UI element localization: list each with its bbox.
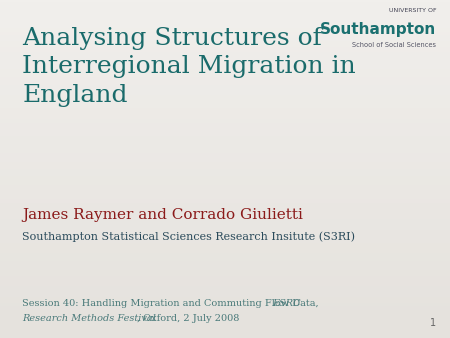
Text: Research Methods Festival: Research Methods Festival	[22, 314, 157, 323]
Text: Southampton: Southampton	[320, 22, 436, 37]
Text: Southampton Statistical Sciences Research Insitute (S3RI): Southampton Statistical Sciences Researc…	[22, 232, 356, 242]
Text: ESRC: ESRC	[272, 299, 301, 308]
Text: , Oxford, 2 July 2008: , Oxford, 2 July 2008	[137, 314, 239, 323]
Text: Analysing Structures of
Interregional Migration in
England: Analysing Structures of Interregional Mi…	[22, 27, 356, 107]
Text: 1: 1	[430, 318, 436, 328]
Text: James Raymer and Corrado Giulietti: James Raymer and Corrado Giulietti	[22, 208, 303, 222]
Text: School of Social Sciences: School of Social Sciences	[352, 42, 436, 48]
Text: Session 40: Handling Migration and Commuting Flow Data,: Session 40: Handling Migration and Commu…	[22, 299, 322, 308]
Text: UNIVERSITY OF: UNIVERSITY OF	[389, 8, 436, 14]
